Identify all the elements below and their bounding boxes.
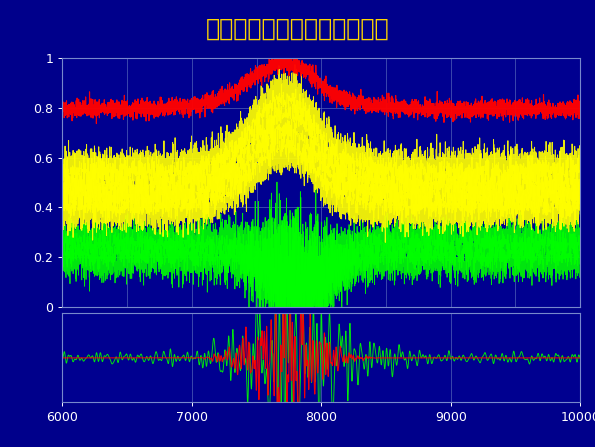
Text: 地震波のダイナミクスの解析: 地震波のダイナミクスの解析 <box>206 17 389 41</box>
